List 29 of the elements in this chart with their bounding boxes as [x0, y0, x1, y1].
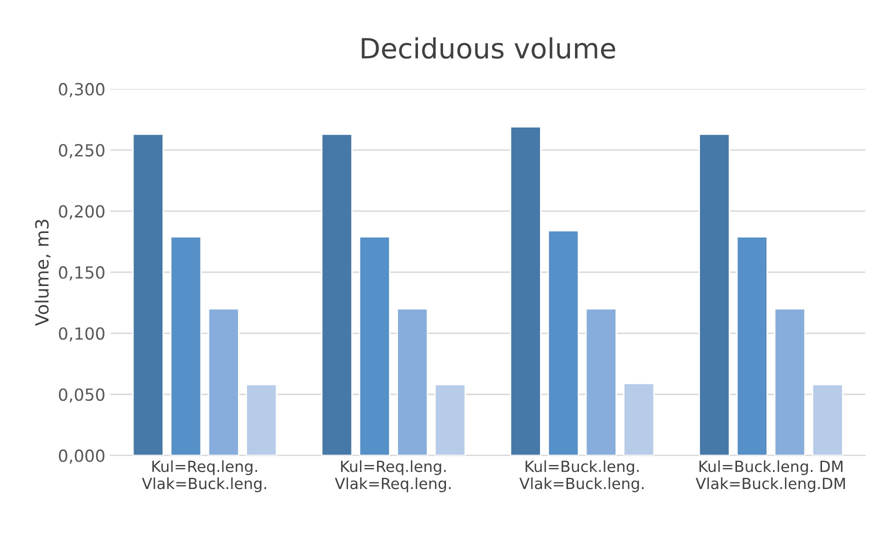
x-tick-label: Kul=Buck.leng. DM Vlak=Buck.leng.DM	[696, 460, 845, 492]
chart-title: Deciduous volume	[362, 37, 616, 59]
y-tick-label: 0,200	[58, 205, 104, 220]
bar	[812, 384, 844, 456]
bar	[321, 133, 353, 456]
bar	[736, 236, 768, 456]
bar	[434, 384, 466, 456]
bar	[396, 308, 428, 456]
y-axis-title: Volume, m3	[34, 220, 51, 326]
bar	[585, 308, 617, 456]
y-tick-label: 0,050	[58, 388, 104, 403]
bar	[774, 308, 806, 456]
bar	[246, 384, 278, 456]
y-tick-label: 0,150	[58, 266, 104, 280]
bar	[208, 308, 240, 456]
bar	[170, 236, 202, 456]
bar	[623, 382, 655, 456]
bar	[698, 133, 730, 456]
y-tick-label: 0,100	[58, 327, 104, 342]
y-tick-label: 0,250	[58, 144, 104, 158]
bar	[510, 126, 542, 456]
y-tick-label: 0,300	[58, 82, 104, 98]
bar	[358, 236, 390, 456]
x-tick-label: Kul=Req.leng. Vlak=Req.leng.	[334, 460, 451, 492]
x-tick-label: Kul=Req.leng. Vlak=Buck.leng.	[142, 460, 266, 492]
bar	[132, 133, 164, 456]
x-tick-label: Kul=Buck.leng. Vlak=Buck.leng.	[519, 460, 644, 492]
bar	[548, 230, 580, 456]
y-tick-label: 0,000	[58, 449, 104, 464]
